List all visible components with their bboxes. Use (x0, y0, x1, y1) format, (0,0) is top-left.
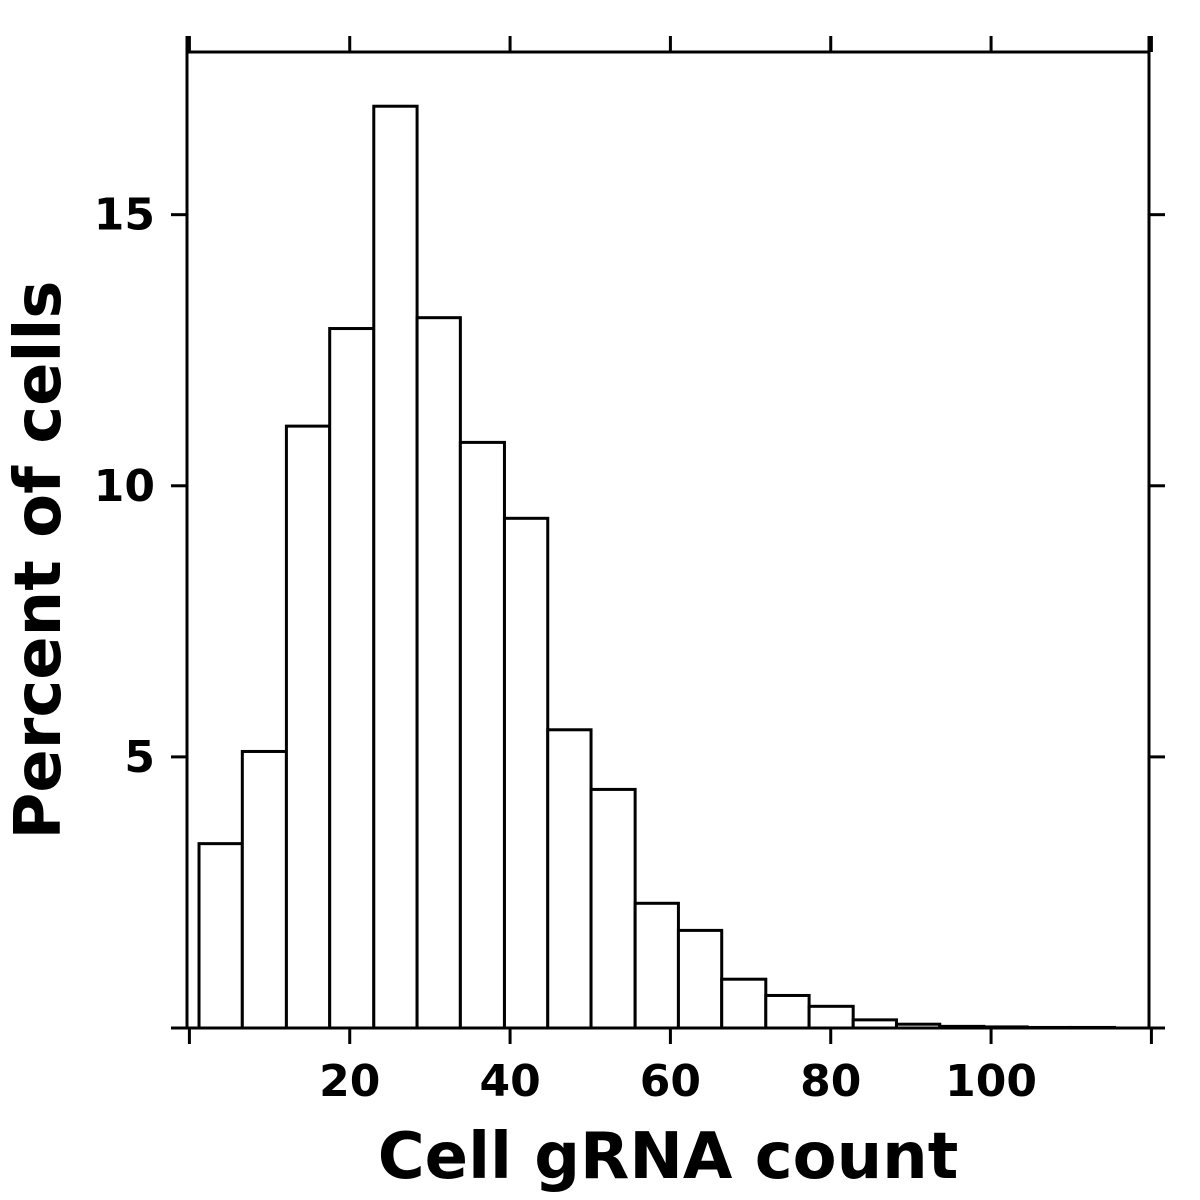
histogram-bar (502, 516, 550, 1030)
x-tick-label: 20 (319, 1056, 380, 1107)
x-tick-label: 80 (800, 1056, 861, 1107)
histogram-bar (284, 424, 332, 1030)
tick-labels: 20 40 60 80 100 5 10 15 (94, 190, 1037, 1107)
histogram-bar (676, 928, 724, 1030)
y-tick-label: 5 (124, 732, 155, 783)
histogram-bar (240, 749, 288, 1030)
histogram-bar (415, 316, 462, 1030)
x-tick-label: 60 (640, 1056, 701, 1107)
histogram-bar (720, 977, 768, 1030)
histogram-bar (372, 104, 419, 1030)
axes (171, 36, 1165, 1030)
x-axis-title: Cell gRNA count (378, 1120, 959, 1194)
histogram-bar (328, 327, 376, 1030)
histogram-bar (197, 842, 244, 1030)
histogram-bar (633, 901, 680, 1030)
histogram-bar (589, 787, 637, 1030)
x-tick-label: 40 (479, 1056, 540, 1107)
y-tick-label: 15 (94, 190, 155, 241)
x-tick-label: 100 (945, 1056, 1037, 1107)
histogram-bar (546, 728, 593, 1030)
histogram-bar (807, 1004, 855, 1030)
histogram-bar (458, 440, 506, 1030)
histogram-bar (764, 993, 811, 1030)
axis-ticks (171, 36, 1165, 1044)
histogram-bars (197, 104, 1117, 1030)
y-tick-label: 10 (94, 461, 155, 512)
y-axis-title: Percent of cells (2, 280, 76, 839)
